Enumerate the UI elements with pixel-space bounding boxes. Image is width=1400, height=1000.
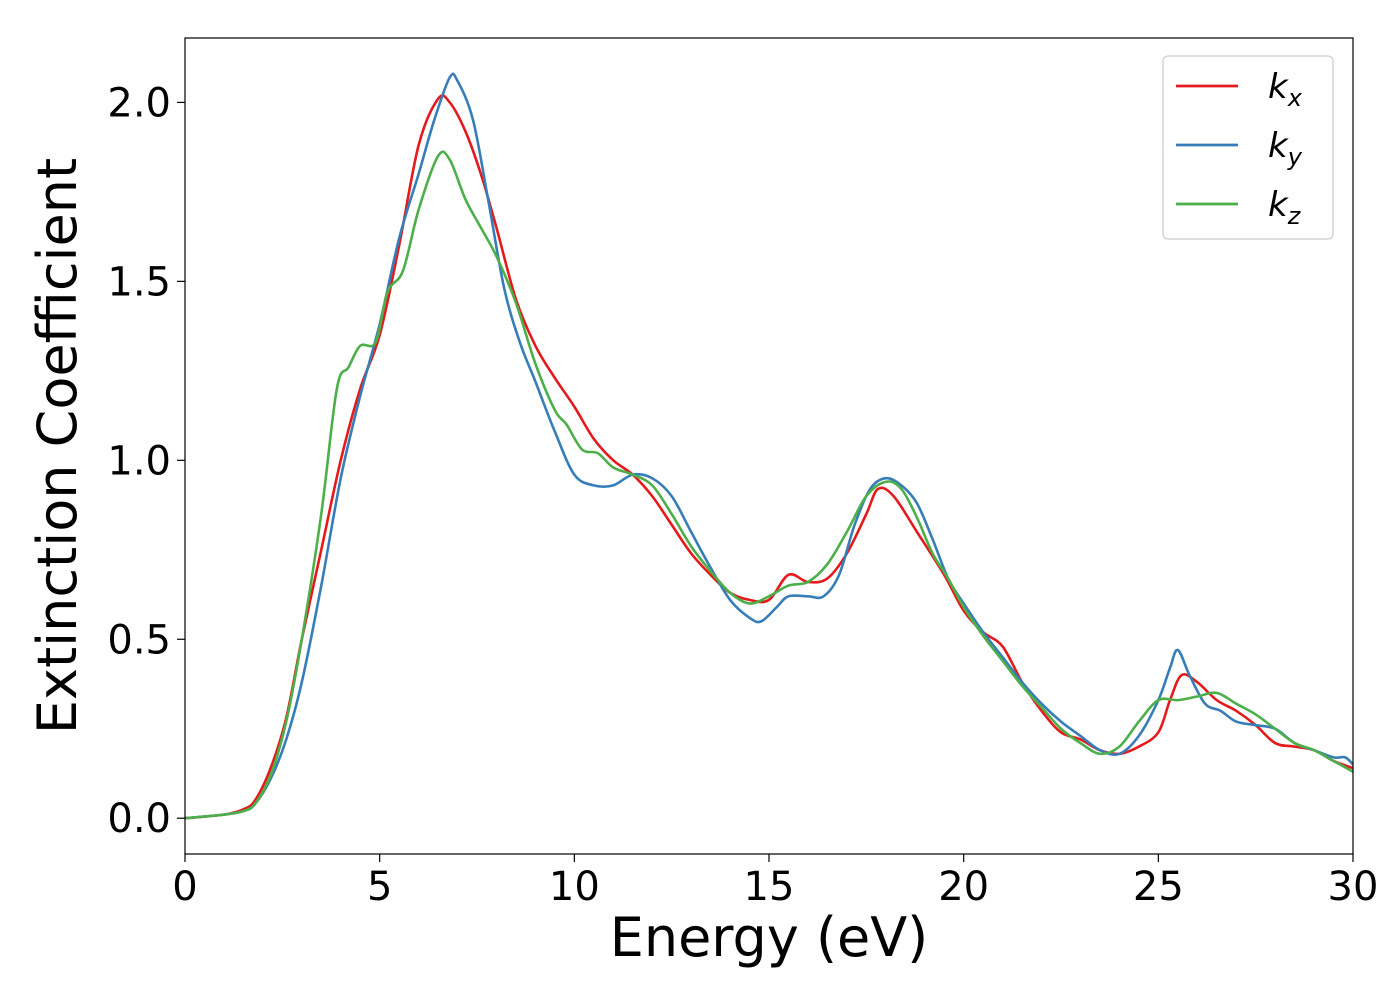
x-tick-label: 0: [172, 864, 197, 910]
legend-label-kx: kx: [1268, 67, 1303, 112]
series-layer: [185, 72, 1353, 820]
x-tick-label: 5: [367, 864, 392, 910]
x-tick-label: 20: [938, 864, 989, 910]
x-axis: 0 5 10 15 20 25 30: [172, 854, 1378, 910]
y-tick-label: 1.5: [107, 259, 171, 305]
x-axis-title: Energy (eV): [610, 906, 929, 969]
x-tick-label: 25: [1133, 864, 1184, 910]
x-tick-label: 15: [744, 864, 795, 910]
series-line-ky: [185, 72, 1353, 820]
y-tick-label: 0.5: [107, 617, 171, 663]
legend-box: [1162, 55, 1334, 240]
y-tick-label: 1.0: [107, 438, 171, 484]
legend: kx ky kz: [1162, 55, 1334, 240]
legend-label-ky: ky: [1268, 126, 1303, 171]
y-tick-label: 0.0: [107, 796, 171, 842]
y-axis-title: Extinction Coefficient: [26, 158, 89, 734]
y-tick-label: 2.0: [107, 80, 171, 126]
x-tick-label: 30: [1328, 864, 1379, 910]
x-tick-label: 10: [549, 864, 600, 910]
series-line-kz: [185, 150, 1353, 820]
legend-label-kz: kz: [1268, 185, 1302, 230]
y-axis: 0.0 0.5 1.0 1.5 2.0: [107, 80, 185, 842]
